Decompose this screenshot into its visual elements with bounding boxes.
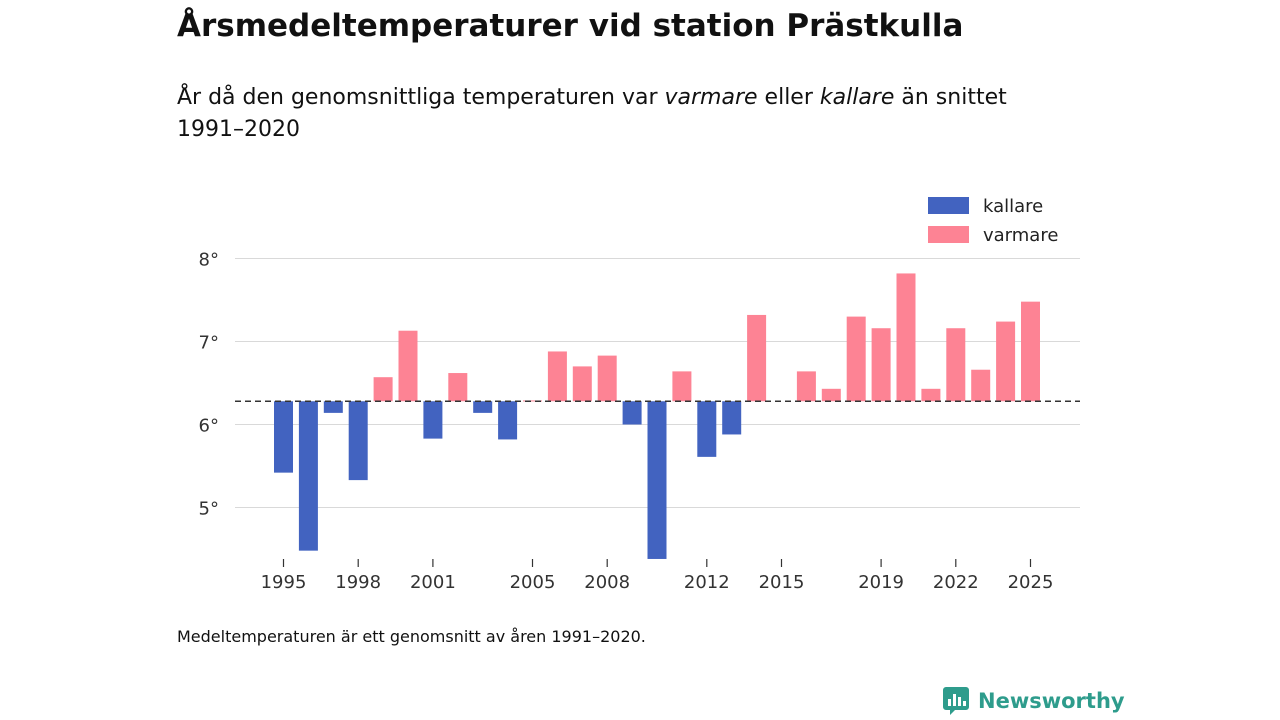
legend-swatch-cold xyxy=(928,197,969,214)
subtitle-warm-word: varmare xyxy=(664,85,758,110)
newsworthy-logo: Newsworthy xyxy=(942,686,1125,716)
legend-label-warm: varmare xyxy=(983,225,1058,246)
bar-warm xyxy=(523,400,542,402)
bar-warm xyxy=(672,371,692,402)
bar-warm xyxy=(921,388,941,402)
y-tick-label: 7° xyxy=(199,333,219,354)
bar-cold xyxy=(647,401,667,559)
bar-warm xyxy=(547,351,567,402)
brand-name: Newsworthy xyxy=(978,689,1125,713)
bar-warm xyxy=(846,316,866,402)
legend-label-cold: kallare xyxy=(983,196,1043,217)
bar-warm xyxy=(373,377,393,402)
bar-cold xyxy=(498,401,518,440)
subtitle-text-2: eller xyxy=(757,85,820,110)
bar-cold xyxy=(323,401,343,413)
x-tick-label: 1998 xyxy=(335,572,381,593)
bar-warm xyxy=(821,388,841,402)
subtitle-cold-word: kallare xyxy=(819,85,895,110)
newsworthy-chart-icon xyxy=(943,687,969,715)
bar-warm xyxy=(448,373,468,402)
bar-cold xyxy=(622,401,642,425)
bar-cold xyxy=(274,401,293,473)
bar-warm xyxy=(871,328,891,402)
bar-cold xyxy=(423,401,443,439)
y-tick-label: 5° xyxy=(199,499,219,520)
x-tick-label: 2025 xyxy=(1008,572,1054,593)
x-tick-label: 1995 xyxy=(261,572,307,593)
x-tick-label: 2019 xyxy=(858,572,904,593)
bar-warm xyxy=(996,321,1016,402)
bar-warm xyxy=(747,314,767,402)
bar-warm xyxy=(1021,301,1040,402)
legend-swatch-warm xyxy=(928,226,969,243)
x-tick-label: 2012 xyxy=(684,572,730,593)
bar-warm xyxy=(896,273,916,402)
bar-cold xyxy=(348,401,368,481)
bar-cold xyxy=(697,401,717,457)
chart-subtitle: År då den genomsnittliga temperaturen va… xyxy=(177,82,1057,146)
bar-warm xyxy=(398,330,418,402)
y-tick-label: 8° xyxy=(199,250,219,271)
bar-cold xyxy=(722,401,742,435)
subtitle-text-3: än snittet 1991–2020 xyxy=(177,85,1007,142)
bar-warm xyxy=(946,328,966,402)
bar-warm xyxy=(597,355,617,402)
bar-warm xyxy=(796,371,816,402)
bar-warm xyxy=(971,369,991,402)
y-tick-label: 6° xyxy=(199,416,219,437)
x-tick-label: 2008 xyxy=(584,572,630,593)
bar-cold xyxy=(298,401,318,551)
x-tick-label: 2022 xyxy=(933,572,979,593)
temperature-bar-chart: 5° 6° 7° 8° 1995 1998 2001 2005 2008 2012 2015 2019… xyxy=(199,196,1080,593)
footnote: Medeltemperaturen är ett genomsnitt av å… xyxy=(177,627,646,646)
x-tick-label: 2015 xyxy=(759,572,805,593)
bar-warm xyxy=(572,366,592,402)
x-tick-label: 2001 xyxy=(410,572,456,593)
chart-title: Årsmedeltemperaturer vid station Prästku… xyxy=(177,8,964,44)
x-tick-label: 2005 xyxy=(510,572,556,593)
subtitle-text-1: År då den genomsnittliga temperaturen va… xyxy=(177,85,665,110)
bar-cold xyxy=(473,401,493,413)
